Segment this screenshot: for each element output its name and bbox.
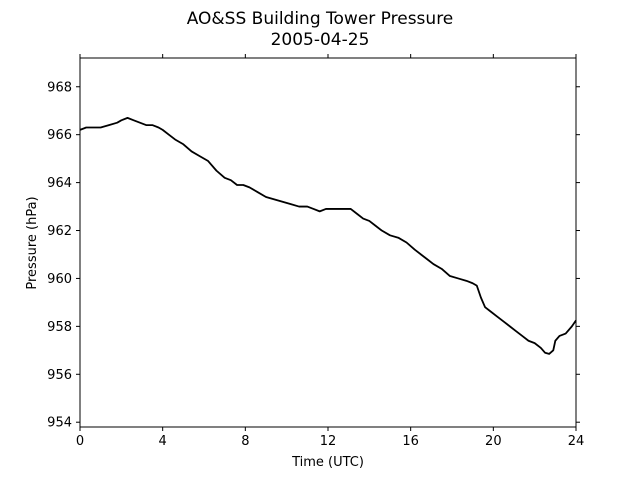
plot-area [80,58,576,427]
y-tick-label: 966 [47,128,72,143]
x-tick-label: 24 [568,434,585,449]
y-axis-label: Pressure (hPa) [25,196,40,289]
y-tick-label: 960 [47,272,72,287]
x-tick-label: 4 [159,434,167,449]
y-tick-label: 954 [47,416,72,431]
y-tick-label: 962 [47,224,72,239]
axis-ticks [76,54,580,431]
plot-frame [79,57,577,428]
chart-title: AO&SS Building Tower Pressure [187,9,454,29]
x-tick-label: 20 [485,434,502,449]
x-axis-label: Time (UTC) [291,455,364,470]
pressure-line [79,117,577,355]
x-tick-label: 8 [241,434,249,449]
y-tick-label: 968 [47,80,72,95]
x-tick-label: 12 [320,434,337,449]
chart-subtitle: 2005-04-25 [271,30,370,50]
x-tick-label: 16 [402,434,419,449]
x-tick-label: 0 [76,434,84,449]
y-tick-label: 956 [47,368,72,383]
tick-labels: 0 4 8 12 16 20 24 954 956 958 960 962 964 966 968 [47,80,584,449]
y-tick-label: 964 [47,176,72,191]
y-tick-label: 958 [47,320,72,335]
